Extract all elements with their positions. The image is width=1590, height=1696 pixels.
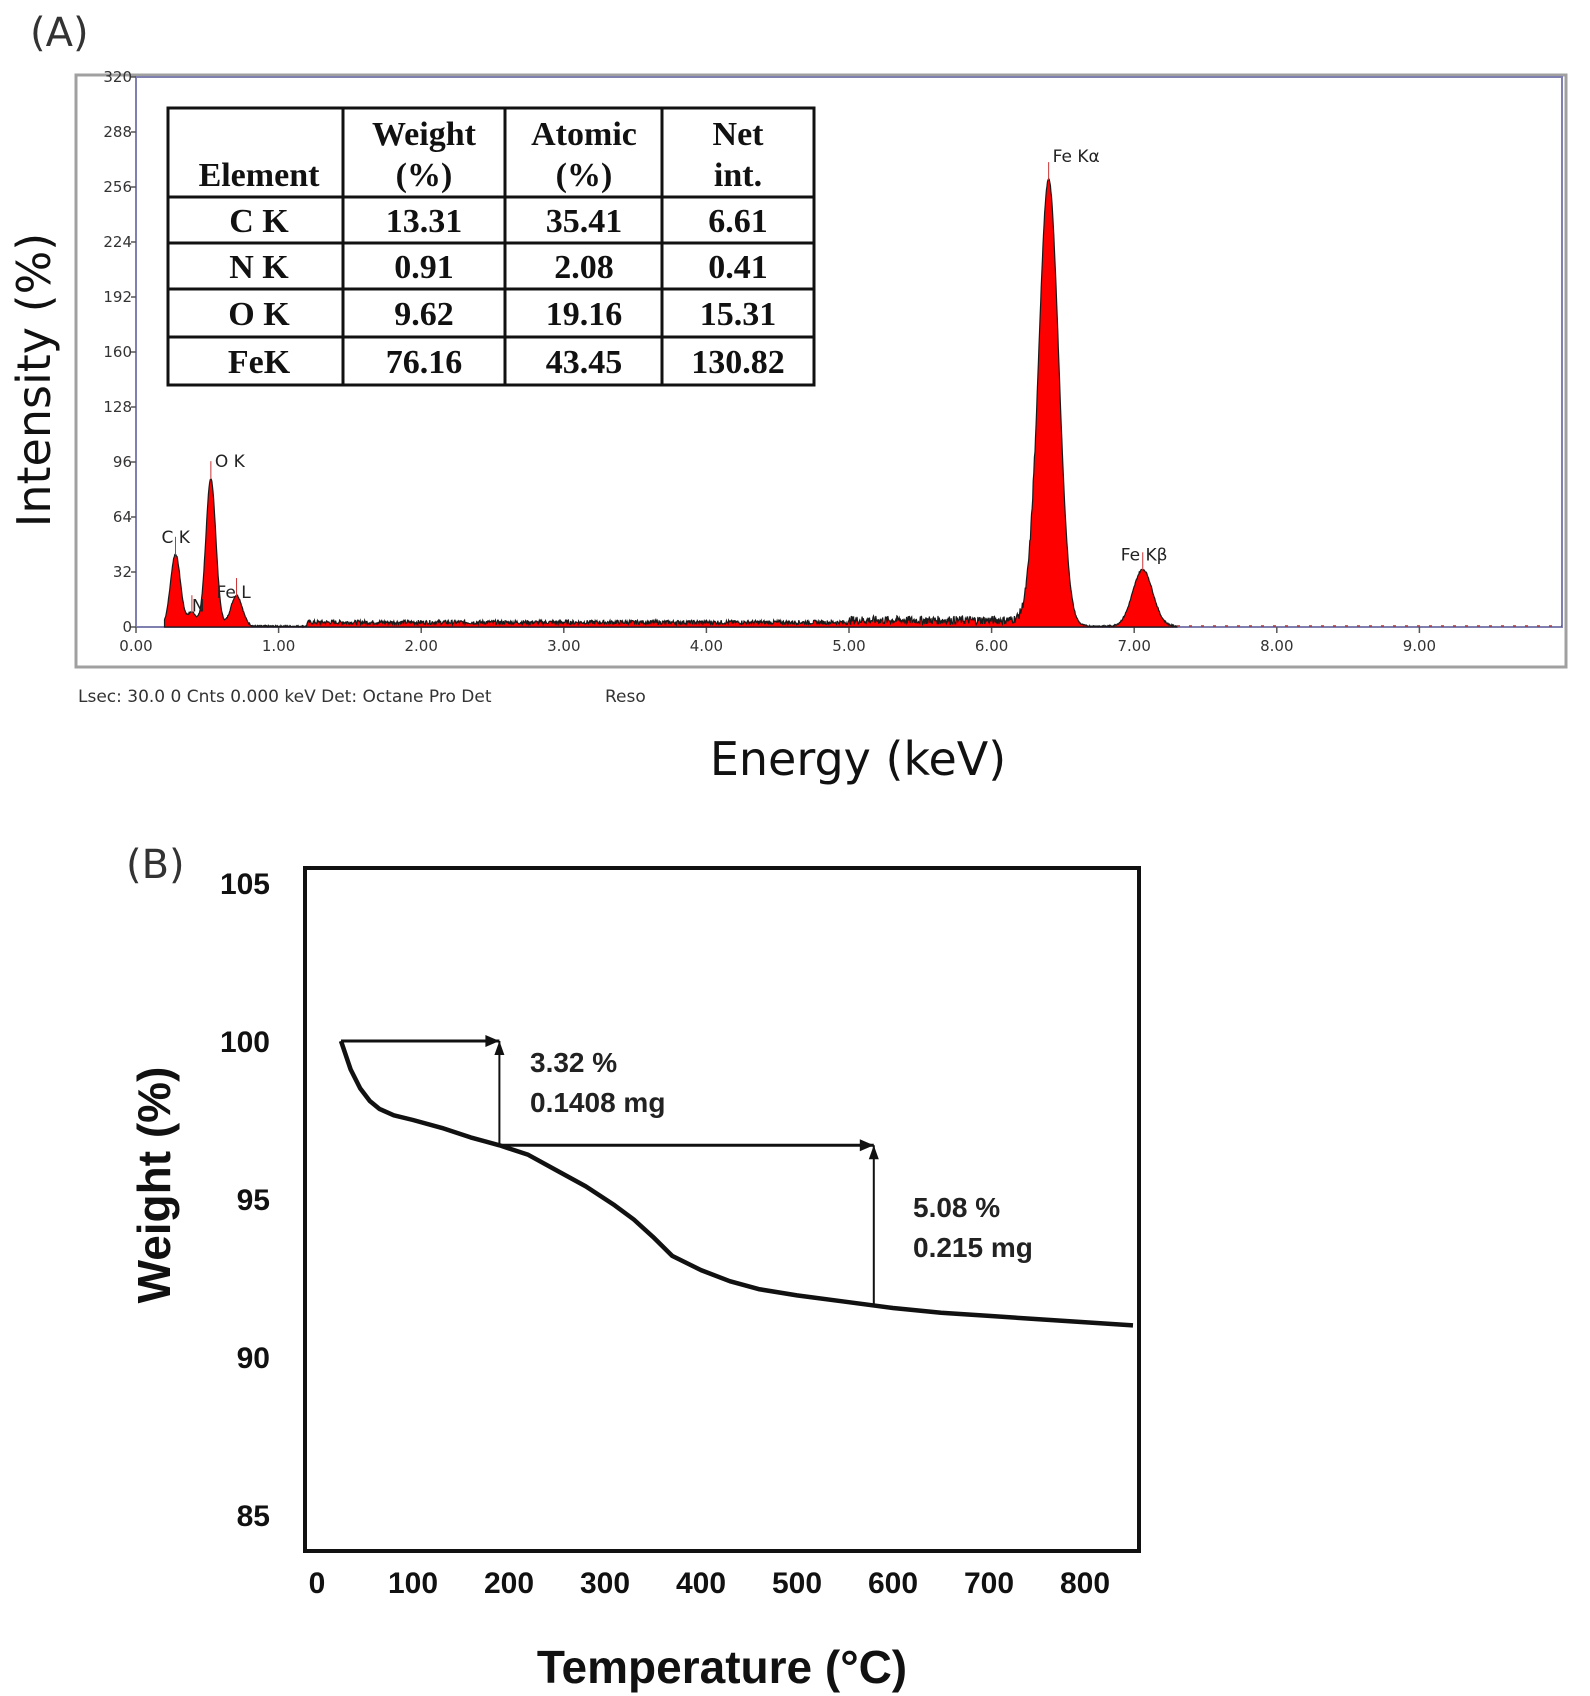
eds-chart: 0.00 1.00 2.00 3.00 4.00 5.00 6.00 7.00 8.00 9.00… <box>74 68 1568 669</box>
eds-x-tick-label: 8.00 <box>1260 637 1293 655</box>
eds-peak-label: N <box>192 596 205 616</box>
eds-x-tick-label: 0.00 <box>119 637 152 655</box>
tga-y-tick-label: 90 <box>237 1342 270 1375</box>
table-cell: 15.31 <box>700 296 777 333</box>
composition-table: Element Weight (%) Atomic (%) Net int. C… <box>166 106 816 387</box>
table-background <box>166 106 816 387</box>
tga-y-tick-label: 95 <box>237 1184 270 1217</box>
tga-x-tick-label: 500 <box>772 1567 822 1600</box>
eds-y-tick-label: 160 <box>103 343 132 361</box>
tga-ticks: 0 100 200 300 400 500 600 700 800 85 90 95 100 105 <box>220 868 1110 1600</box>
table-cell: 2.08 <box>554 249 614 286</box>
panel-label-b: (B) <box>126 842 185 888</box>
tga-step-arrowhead <box>494 1041 505 1055</box>
table-cell: C K <box>229 203 289 240</box>
eds-x-tick-label: 7.00 <box>1117 637 1150 655</box>
eds-peak-label: Fe L <box>217 583 252 603</box>
tga-annotations: 3.32 % 0.1408 mg 5.08 % 0.215 mg <box>341 1035 1033 1307</box>
eds-peak-label: Fe Kβ <box>1121 545 1168 565</box>
tga-x-tick-label: 0 <box>309 1567 326 1600</box>
table-cell: 13.31 <box>386 203 463 240</box>
table-header-weight-unit: (%) <box>396 157 453 194</box>
eds-peak-label: Fe Kα <box>1053 147 1100 167</box>
table-cell: FeK <box>228 344 291 381</box>
eds-outer-frame <box>74 73 1568 669</box>
eds-x-axis-title: Energy (keV) <box>710 732 1006 786</box>
eds-x-tick-label: 5.00 <box>832 637 865 655</box>
eds-x-tick-label: 9.00 <box>1403 637 1436 655</box>
eds-footer-reso: Reso <box>605 687 646 707</box>
table-cell: O K <box>228 296 290 333</box>
eds-y-tick-label: 64 <box>113 508 132 526</box>
eds-y-tick-label: 320 <box>103 68 132 86</box>
eds-ticks: 0.00 1.00 2.00 3.00 4.00 5.00 6.00 7.00 8.00 9.00… <box>103 68 1436 655</box>
eds-y-tick-label: 192 <box>103 288 132 306</box>
tga-annotation-percent: 3.32 % <box>530 1047 617 1078</box>
table-cell: N K <box>229 249 289 286</box>
eds-y-tick-label: 96 <box>113 453 132 471</box>
tga-x-tick-label: 400 <box>676 1567 726 1600</box>
tga-curve <box>338 1040 1134 1328</box>
tga-step-arrowhead <box>868 1145 879 1160</box>
table-cell: 35.41 <box>546 203 623 240</box>
eds-y-tick-label: 224 <box>103 233 132 251</box>
eds-peak-labels: C K N O K Fe L Fe Kα Fe Kβ <box>162 147 1168 616</box>
tga-x-tick-label: 800 <box>1060 1567 1110 1600</box>
table-cell: 6.61 <box>708 203 768 240</box>
table-cell: 9.62 <box>394 296 454 333</box>
tga-plot-frame <box>303 866 1141 1553</box>
panel-label-a: (A) <box>30 10 89 56</box>
tga-x-tick-label: 600 <box>868 1567 918 1600</box>
tga-chart: 0 100 200 300 400 500 600 700 800 85 90 95 100 105 3.… <box>220 866 1141 1600</box>
tga-y-tick-label: 85 <box>237 1500 270 1533</box>
table-cell: 130.82 <box>691 344 785 381</box>
eds-peak-label: O K <box>215 452 246 472</box>
table-cell: 43.45 <box>546 344 623 381</box>
tga-x-tick-label: 100 <box>388 1567 438 1600</box>
tga-curve-layer <box>338 1040 1134 1328</box>
table-cell: 0.91 <box>394 249 454 286</box>
eds-y-tick-label: 0 <box>122 618 132 636</box>
eds-y-tick-label: 288 <box>103 123 132 141</box>
eds-spectrum <box>163 177 1562 629</box>
table-header-element: Element <box>199 157 321 194</box>
tga-annotation-mass: 0.1408 mg <box>530 1087 665 1118</box>
table-cell: 0.41 <box>708 249 768 286</box>
eds-peak-label: C K <box>162 528 191 548</box>
tga-step-arrowhead <box>485 1035 500 1047</box>
tga-x-tick-label: 300 <box>580 1567 630 1600</box>
tga-x-tick-label: 200 <box>484 1567 534 1600</box>
table-header-weight: Weight <box>372 116 477 153</box>
eds-x-tick-label: 6.00 <box>975 637 1008 655</box>
eds-x-tick-label: 4.00 <box>690 637 723 655</box>
eds-spectrum-area <box>163 177 1178 629</box>
tga-x-tick-label: 700 <box>964 1567 1014 1600</box>
tga-step-arrowhead <box>859 1139 874 1152</box>
eds-y-tick-label: 32 <box>113 563 132 581</box>
tga-annotation-mass: 0.215 mg <box>913 1232 1033 1263</box>
eds-y-tick-label: 256 <box>103 178 132 196</box>
eds-y-tick-label: 128 <box>103 398 132 416</box>
eds-y-axis-title: Intensity (%) <box>7 233 61 527</box>
tga-annotation-percent: 5.08 % <box>913 1192 1000 1223</box>
tga-y-axis-title: Weight (%) <box>128 1067 180 1304</box>
tga-y-tick-label: 105 <box>220 868 270 901</box>
table-header-atomic: Atomic <box>531 116 637 153</box>
tga-x-axis-title: Temperature (°C) <box>537 1641 907 1693</box>
table-header-net: Net <box>713 116 765 153</box>
table-cell: 19.16 <box>546 296 623 333</box>
eds-x-tick-label: 3.00 <box>547 637 580 655</box>
table-cell: 76.16 <box>386 344 463 381</box>
eds-footer-status: Lsec: 30.0 0 Cnts 0.000 keV Det: Octane … <box>78 687 492 707</box>
table-header-atomic-unit: (%) <box>556 157 613 194</box>
table-header-net-unit: int. <box>714 157 762 194</box>
eds-x-tick-label: 1.00 <box>262 637 295 655</box>
tga-y-tick-label: 100 <box>220 1026 270 1059</box>
eds-x-tick-label: 2.00 <box>404 637 437 655</box>
